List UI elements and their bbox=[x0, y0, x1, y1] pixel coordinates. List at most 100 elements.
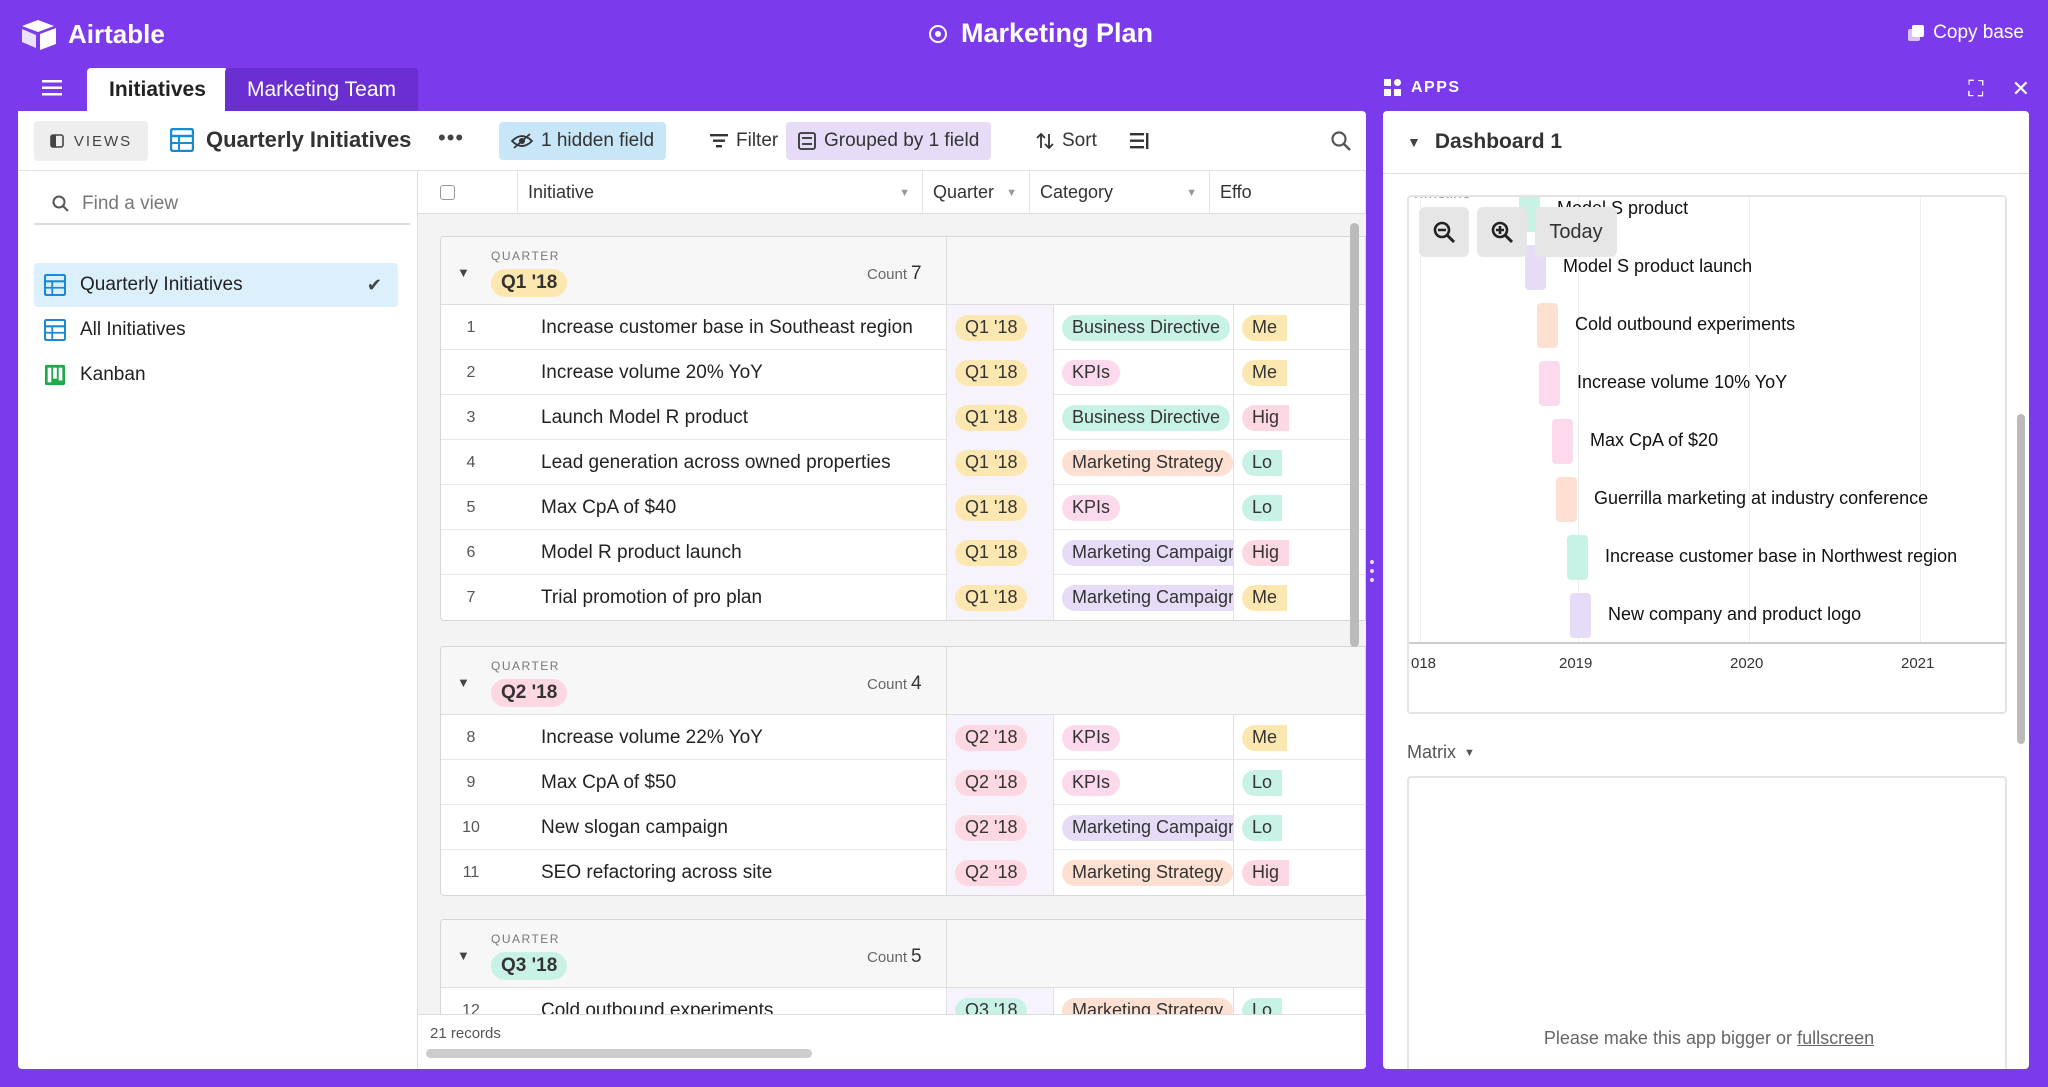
search-icon[interactable] bbox=[1318, 122, 1364, 160]
tab-initiatives[interactable]: Initiatives bbox=[87, 68, 228, 111]
cell-category[interactable]: Business Directive bbox=[1053, 395, 1233, 440]
cell-effort[interactable]: Hig bbox=[1233, 850, 1365, 895]
cell-initiative[interactable]: Launch Model R product bbox=[541, 406, 749, 428]
airtable-logo[interactable]: Airtable bbox=[22, 18, 165, 50]
cell-quarter[interactable]: Q1 '18 bbox=[946, 575, 1053, 620]
table-row[interactable]: 5 Max CpA of $40 Q1 '18 KPIs Lo bbox=[441, 485, 1365, 530]
select-all-checkbox[interactable] bbox=[418, 171, 518, 214]
cell-quarter[interactable]: Q1 '18 bbox=[946, 305, 1053, 350]
panel-scrollbar[interactable] bbox=[2017, 414, 2025, 744]
zoom-out-button[interactable] bbox=[1419, 207, 1469, 257]
current-view-name[interactable]: Quarterly Initiatives bbox=[170, 127, 411, 153]
column-header-quarter[interactable]: Quarter ▼ bbox=[923, 171, 1030, 214]
cell-effort[interactable]: Me bbox=[1233, 305, 1365, 350]
group-button[interactable]: Grouped by 1 field bbox=[786, 122, 992, 160]
sidebar-view-all-initiatives[interactable]: All Initiatives bbox=[34, 308, 398, 352]
cell-effort[interactable]: Me bbox=[1233, 350, 1365, 395]
base-title[interactable]: Marketing Plan bbox=[0, 18, 2048, 49]
cell-effort[interactable]: Lo bbox=[1233, 760, 1365, 805]
cell-initiative[interactable]: Trial promotion of pro plan bbox=[541, 586, 763, 608]
column-header-effort[interactable]: Effo bbox=[1210, 171, 1366, 214]
cell-initiative[interactable]: Lead generation across owned properties bbox=[541, 451, 891, 473]
cell-quarter[interactable]: Q1 '18 bbox=[946, 440, 1053, 485]
cell-effort[interactable]: Lo bbox=[1233, 485, 1365, 530]
cell-effort[interactable]: Lo bbox=[1233, 440, 1365, 485]
cell-category[interactable]: KPIs bbox=[1053, 715, 1233, 760]
triangle-down-icon[interactable]: ▼ bbox=[457, 675, 470, 690]
timeline-bar[interactable] bbox=[1570, 593, 1591, 638]
table-row[interactable]: 9 Max CpA of $50 Q2 '18 KPIs Lo bbox=[441, 760, 1365, 805]
cell-category[interactable]: Marketing Strategy bbox=[1053, 850, 1233, 895]
table-row[interactable]: 10 New slogan campaign Q2 '18 Marketing Cam… bbox=[441, 805, 1365, 850]
zoom-in-button[interactable] bbox=[1477, 207, 1527, 257]
group-header[interactable]: ▼ QUARTER Q3 '18 Count 5 bbox=[441, 920, 1365, 988]
cell-category[interactable]: Marketing Strategy bbox=[1053, 440, 1233, 485]
column-header-initiative[interactable]: Initiative ▼ bbox=[518, 171, 923, 214]
cell-effort[interactable]: Lo bbox=[1233, 805, 1365, 850]
apps-header[interactable]: APPS bbox=[1383, 78, 1461, 98]
cell-quarter[interactable]: Q2 '18 bbox=[946, 850, 1053, 895]
cell-quarter[interactable]: Q2 '18 bbox=[946, 805, 1053, 850]
row-height-icon[interactable] bbox=[1118, 122, 1162, 160]
timeline-bar[interactable] bbox=[1537, 303, 1558, 348]
dashboard-header[interactable]: ▼ Dashboard 1 bbox=[1383, 111, 2029, 174]
cell-category[interactable]: KPIs bbox=[1053, 350, 1233, 395]
table-row[interactable]: 8 Increase volume 22% YoY Q2 '18 KPIs Me bbox=[441, 715, 1365, 760]
table-row[interactable]: 6 Model R product launch Q1 '18 Marketing C… bbox=[441, 530, 1365, 575]
cell-quarter[interactable]: Q1 '18 bbox=[946, 350, 1053, 395]
cell-effort[interactable]: Hig bbox=[1233, 530, 1365, 575]
table-row[interactable]: 11 SEO refactoring across site Q2 '18 Marke… bbox=[441, 850, 1365, 895]
cell-initiative[interactable]: SEO refactoring across site bbox=[541, 861, 773, 883]
filter-button[interactable]: Filter bbox=[698, 122, 790, 160]
view-more-icon[interactable]: ••• bbox=[438, 125, 465, 150]
cell-effort[interactable]: Me bbox=[1233, 575, 1365, 620]
cell-initiative[interactable]: Increase customer base in Southeast regi… bbox=[541, 316, 913, 338]
cell-initiative[interactable]: Max CpA of $40 bbox=[541, 496, 677, 518]
table-row[interactable]: 1 Increase customer base in Southeast reg… bbox=[441, 305, 1365, 350]
table-row[interactable]: 2 Increase volume 20% YoY Q1 '18 KPIs Me bbox=[441, 350, 1365, 395]
cell-category[interactable]: KPIs bbox=[1053, 760, 1233, 805]
triangle-down-icon[interactable]: ▼ bbox=[457, 948, 470, 963]
matrix-header[interactable]: Matrix ▼ bbox=[1407, 742, 1475, 763]
copy-base-button[interactable]: Copy base bbox=[1907, 22, 2024, 44]
today-button[interactable]: Today bbox=[1535, 207, 1617, 257]
column-header-category[interactable]: Category ▼ bbox=[1030, 171, 1210, 214]
cell-category[interactable]: KPIs bbox=[1053, 485, 1233, 530]
cell-quarter[interactable]: Q1 '18 bbox=[946, 485, 1053, 530]
cell-quarter[interactable]: Q1 '18 bbox=[946, 530, 1053, 575]
hamburger-menu-icon[interactable] bbox=[42, 80, 62, 101]
fullscreen-icon[interactable]: ⛶ bbox=[1968, 76, 1984, 101]
timeline-bar[interactable] bbox=[1567, 535, 1588, 580]
cell-initiative[interactable]: Increase volume 22% YoY bbox=[541, 726, 763, 748]
timeline-bar[interactable] bbox=[1556, 477, 1577, 522]
group-header[interactable]: ▼ QUARTER Q2 '18 Count 4 bbox=[441, 647, 1365, 715]
cell-effort[interactable]: Me bbox=[1233, 715, 1365, 760]
cell-category[interactable]: Marketing Campaigns bbox=[1053, 530, 1233, 575]
triangle-down-icon[interactable]: ▼ bbox=[457, 265, 470, 280]
find-view-input[interactable]: Find a view bbox=[34, 185, 410, 225]
cell-initiative[interactable]: New slogan campaign bbox=[541, 816, 728, 838]
tab-marketing-team[interactable]: Marketing Team bbox=[225, 68, 419, 111]
cell-category[interactable]: Business Directive bbox=[1053, 305, 1233, 350]
table-row[interactable]: 7 Trial promotion of pro plan Q1 '18 Market… bbox=[441, 575, 1365, 620]
sidebar-view-kanban[interactable]: Kanban bbox=[34, 353, 398, 397]
fullscreen-link[interactable]: fullscreen bbox=[1797, 1028, 1875, 1048]
cell-category[interactable]: Marketing Campaigns bbox=[1053, 575, 1233, 620]
cell-initiative[interactable]: Increase volume 20% YoY bbox=[541, 361, 763, 383]
cell-quarter[interactable]: Q2 '18 bbox=[946, 715, 1053, 760]
cell-initiative[interactable]: Max CpA of $50 bbox=[541, 771, 677, 793]
cell-initiative[interactable]: Model R product launch bbox=[541, 541, 742, 563]
cell-category[interactable]: Marketing Campaigns bbox=[1053, 805, 1233, 850]
close-icon[interactable]: ✕ bbox=[2011, 76, 2030, 101]
cell-effort[interactable]: Hig bbox=[1233, 395, 1365, 440]
sidebar-view-quarterly-initiatives[interactable]: Quarterly Initiatives ✔ bbox=[34, 263, 398, 307]
table-row[interactable]: 3 Launch Model R product Q1 '18 Business Di… bbox=[441, 395, 1365, 440]
vertical-scrollbar[interactable] bbox=[1350, 223, 1359, 647]
cell-quarter[interactable]: Q1 '18 bbox=[946, 395, 1053, 440]
timeline-bar[interactable] bbox=[1552, 419, 1573, 464]
table-row[interactable]: 4 Lead generation across owned properties… bbox=[441, 440, 1365, 485]
timeline-bar[interactable] bbox=[1539, 361, 1560, 406]
sort-button[interactable]: Sort bbox=[1024, 122, 1109, 160]
resize-handle[interactable] bbox=[1370, 560, 1374, 582]
